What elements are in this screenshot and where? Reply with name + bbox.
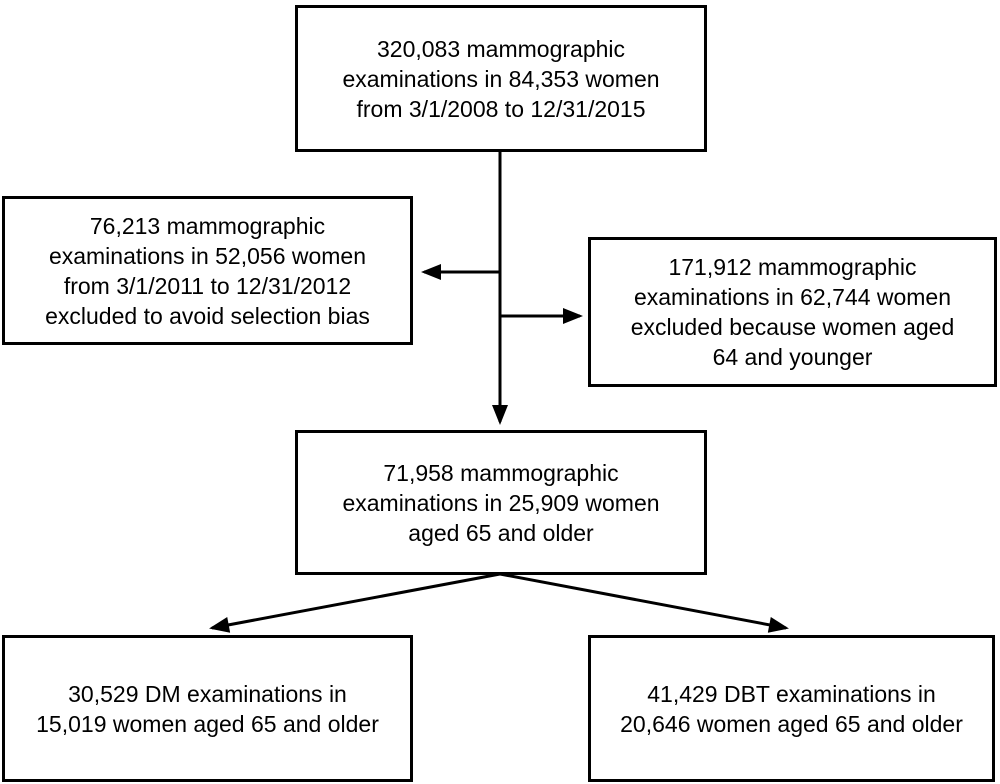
- box-excluded-age-label: 171,912 mammographic examinations in 62,…: [630, 254, 955, 370]
- box-dbt-examinations-label: 41,429 DBT examinations in 20,646 women …: [620, 680, 963, 737]
- box-dm-examinations: 30,529 DM examinations in 15,019 women a…: [2, 635, 413, 782]
- box-dm-examinations-label: 30,529 DM examinations in 15,019 women a…: [36, 680, 379, 737]
- arrow-eligible-to-dbt: [499, 572, 789, 633]
- box-excluded-age: 171,912 mammographic examinations in 62,…: [588, 237, 997, 387]
- box-eligible-65-and-older-label: 71,958 mammographic examinations in 25,9…: [342, 459, 660, 546]
- box-dbt-examinations: 41,429 DBT examinations in 20,646 women …: [588, 635, 995, 782]
- box-total-examinations-label: 320,083 mammographic examinations in 84,…: [342, 35, 660, 122]
- box-eligible-65-and-older: 71,958 mammographic examinations in 25,9…: [295, 430, 707, 575]
- box-excluded-selection-bias: 76,213 mammographic examinations in 52,0…: [2, 196, 413, 345]
- box-total-examinations: 320,083 mammographic examinations in 84,…: [295, 5, 707, 152]
- box-excluded-selection-bias-label: 76,213 mammographic examinations in 52,0…: [45, 212, 370, 329]
- arrow-eligible-to-dm: [209, 572, 501, 633]
